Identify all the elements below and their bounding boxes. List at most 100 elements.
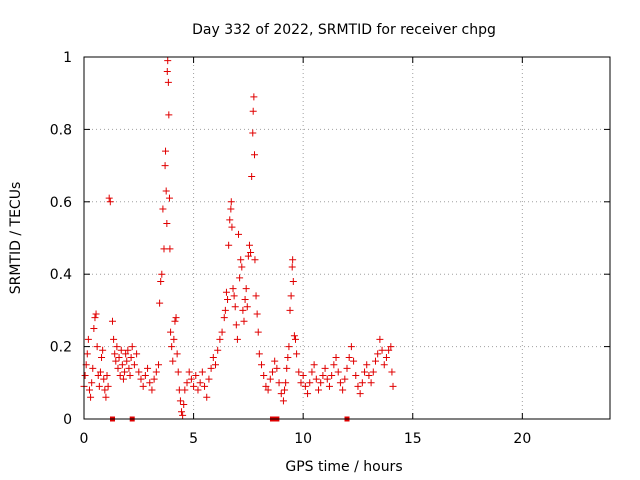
data-point — [106, 198, 114, 206]
data-point — [251, 151, 259, 159]
data-point — [312, 375, 320, 383]
data-point — [306, 379, 314, 387]
data-point — [308, 368, 316, 376]
data-point — [178, 408, 186, 416]
x-axis-ticks: 0 5 10 15 20 — [80, 57, 531, 447]
data-point — [91, 314, 99, 322]
data-point — [88, 379, 96, 387]
data-point — [121, 368, 129, 376]
data-point — [185, 368, 193, 376]
data-point — [339, 386, 347, 394]
data-point — [164, 78, 172, 86]
data-point — [114, 364, 122, 372]
data-point — [113, 343, 121, 351]
data-point — [310, 361, 318, 369]
data-point — [100, 375, 108, 383]
data-point — [183, 379, 191, 387]
data-point — [268, 368, 276, 376]
data-point — [330, 361, 338, 369]
data-point — [336, 379, 344, 387]
data-point — [343, 364, 351, 372]
data-point — [194, 386, 202, 394]
data-point — [297, 379, 305, 387]
data-point — [108, 317, 116, 325]
data-point — [262, 382, 270, 390]
data-point — [162, 147, 170, 155]
data-point — [162, 187, 170, 195]
data-point — [282, 379, 290, 387]
data-point — [250, 93, 258, 101]
data-point — [245, 241, 253, 249]
data-point — [221, 306, 229, 314]
data-point — [172, 314, 180, 322]
data-point — [90, 325, 98, 332]
data-point — [156, 299, 164, 307]
data-point — [152, 368, 160, 376]
data-point — [122, 350, 130, 358]
data-point — [168, 343, 176, 351]
data-point — [166, 245, 174, 253]
data-point — [242, 285, 250, 293]
y-tick-label: 0.2 — [50, 340, 72, 356]
x-tick-label: 5 — [189, 431, 198, 447]
data-point — [358, 379, 366, 387]
data-point — [388, 368, 396, 376]
data-point — [266, 375, 274, 383]
data-point — [389, 382, 397, 390]
data-point — [226, 216, 234, 224]
data-point — [304, 390, 312, 398]
data-point — [158, 270, 166, 278]
data-point — [230, 292, 238, 300]
data-point — [252, 292, 260, 300]
data-point — [181, 386, 189, 394]
grid-lines — [84, 57, 610, 419]
data-point — [253, 310, 261, 318]
x-tick-label: 0 — [80, 431, 89, 447]
data-point — [354, 382, 362, 390]
data-point — [196, 379, 204, 387]
data-point — [130, 361, 138, 369]
data-point — [239, 306, 247, 314]
data-point — [277, 390, 285, 398]
data-point — [127, 353, 135, 361]
y-tick-label: 0.6 — [50, 195, 72, 211]
data-point — [198, 368, 206, 376]
chart-title: Day 332 of 2022, SRMTID for receiver chp… — [192, 22, 496, 38]
data-point — [290, 332, 298, 340]
data-point — [363, 361, 371, 369]
data-point — [216, 335, 224, 343]
data-point — [141, 372, 149, 380]
data-point — [251, 256, 259, 264]
data-point — [228, 223, 236, 231]
data-point — [334, 368, 342, 376]
data-point — [258, 361, 266, 369]
data-point — [365, 372, 373, 380]
data-point — [352, 372, 360, 380]
data-point — [287, 292, 295, 300]
data-point — [285, 343, 293, 351]
data-point — [139, 382, 147, 390]
data-point — [231, 303, 239, 311]
data-point — [218, 328, 226, 336]
data-point — [205, 375, 213, 383]
data-point — [325, 382, 333, 390]
data-point — [98, 353, 106, 361]
data-point — [387, 343, 395, 351]
data-point — [317, 379, 325, 387]
data-point — [244, 252, 252, 260]
data-point — [170, 335, 178, 343]
x-tick-label: 20 — [513, 431, 531, 447]
data-point — [118, 361, 126, 369]
data-point — [288, 263, 296, 271]
data-point — [279, 397, 287, 405]
plot-frame — [83, 56, 611, 420]
data-point — [281, 386, 289, 394]
data-point — [85, 386, 93, 394]
data-points — [80, 57, 397, 419]
data-point — [374, 350, 382, 358]
data-point — [249, 107, 257, 115]
y-tick-label: 0.4 — [50, 267, 72, 283]
data-point — [271, 357, 279, 365]
data-point — [248, 172, 256, 180]
x-axis-title: GPS time / hours — [285, 459, 402, 475]
